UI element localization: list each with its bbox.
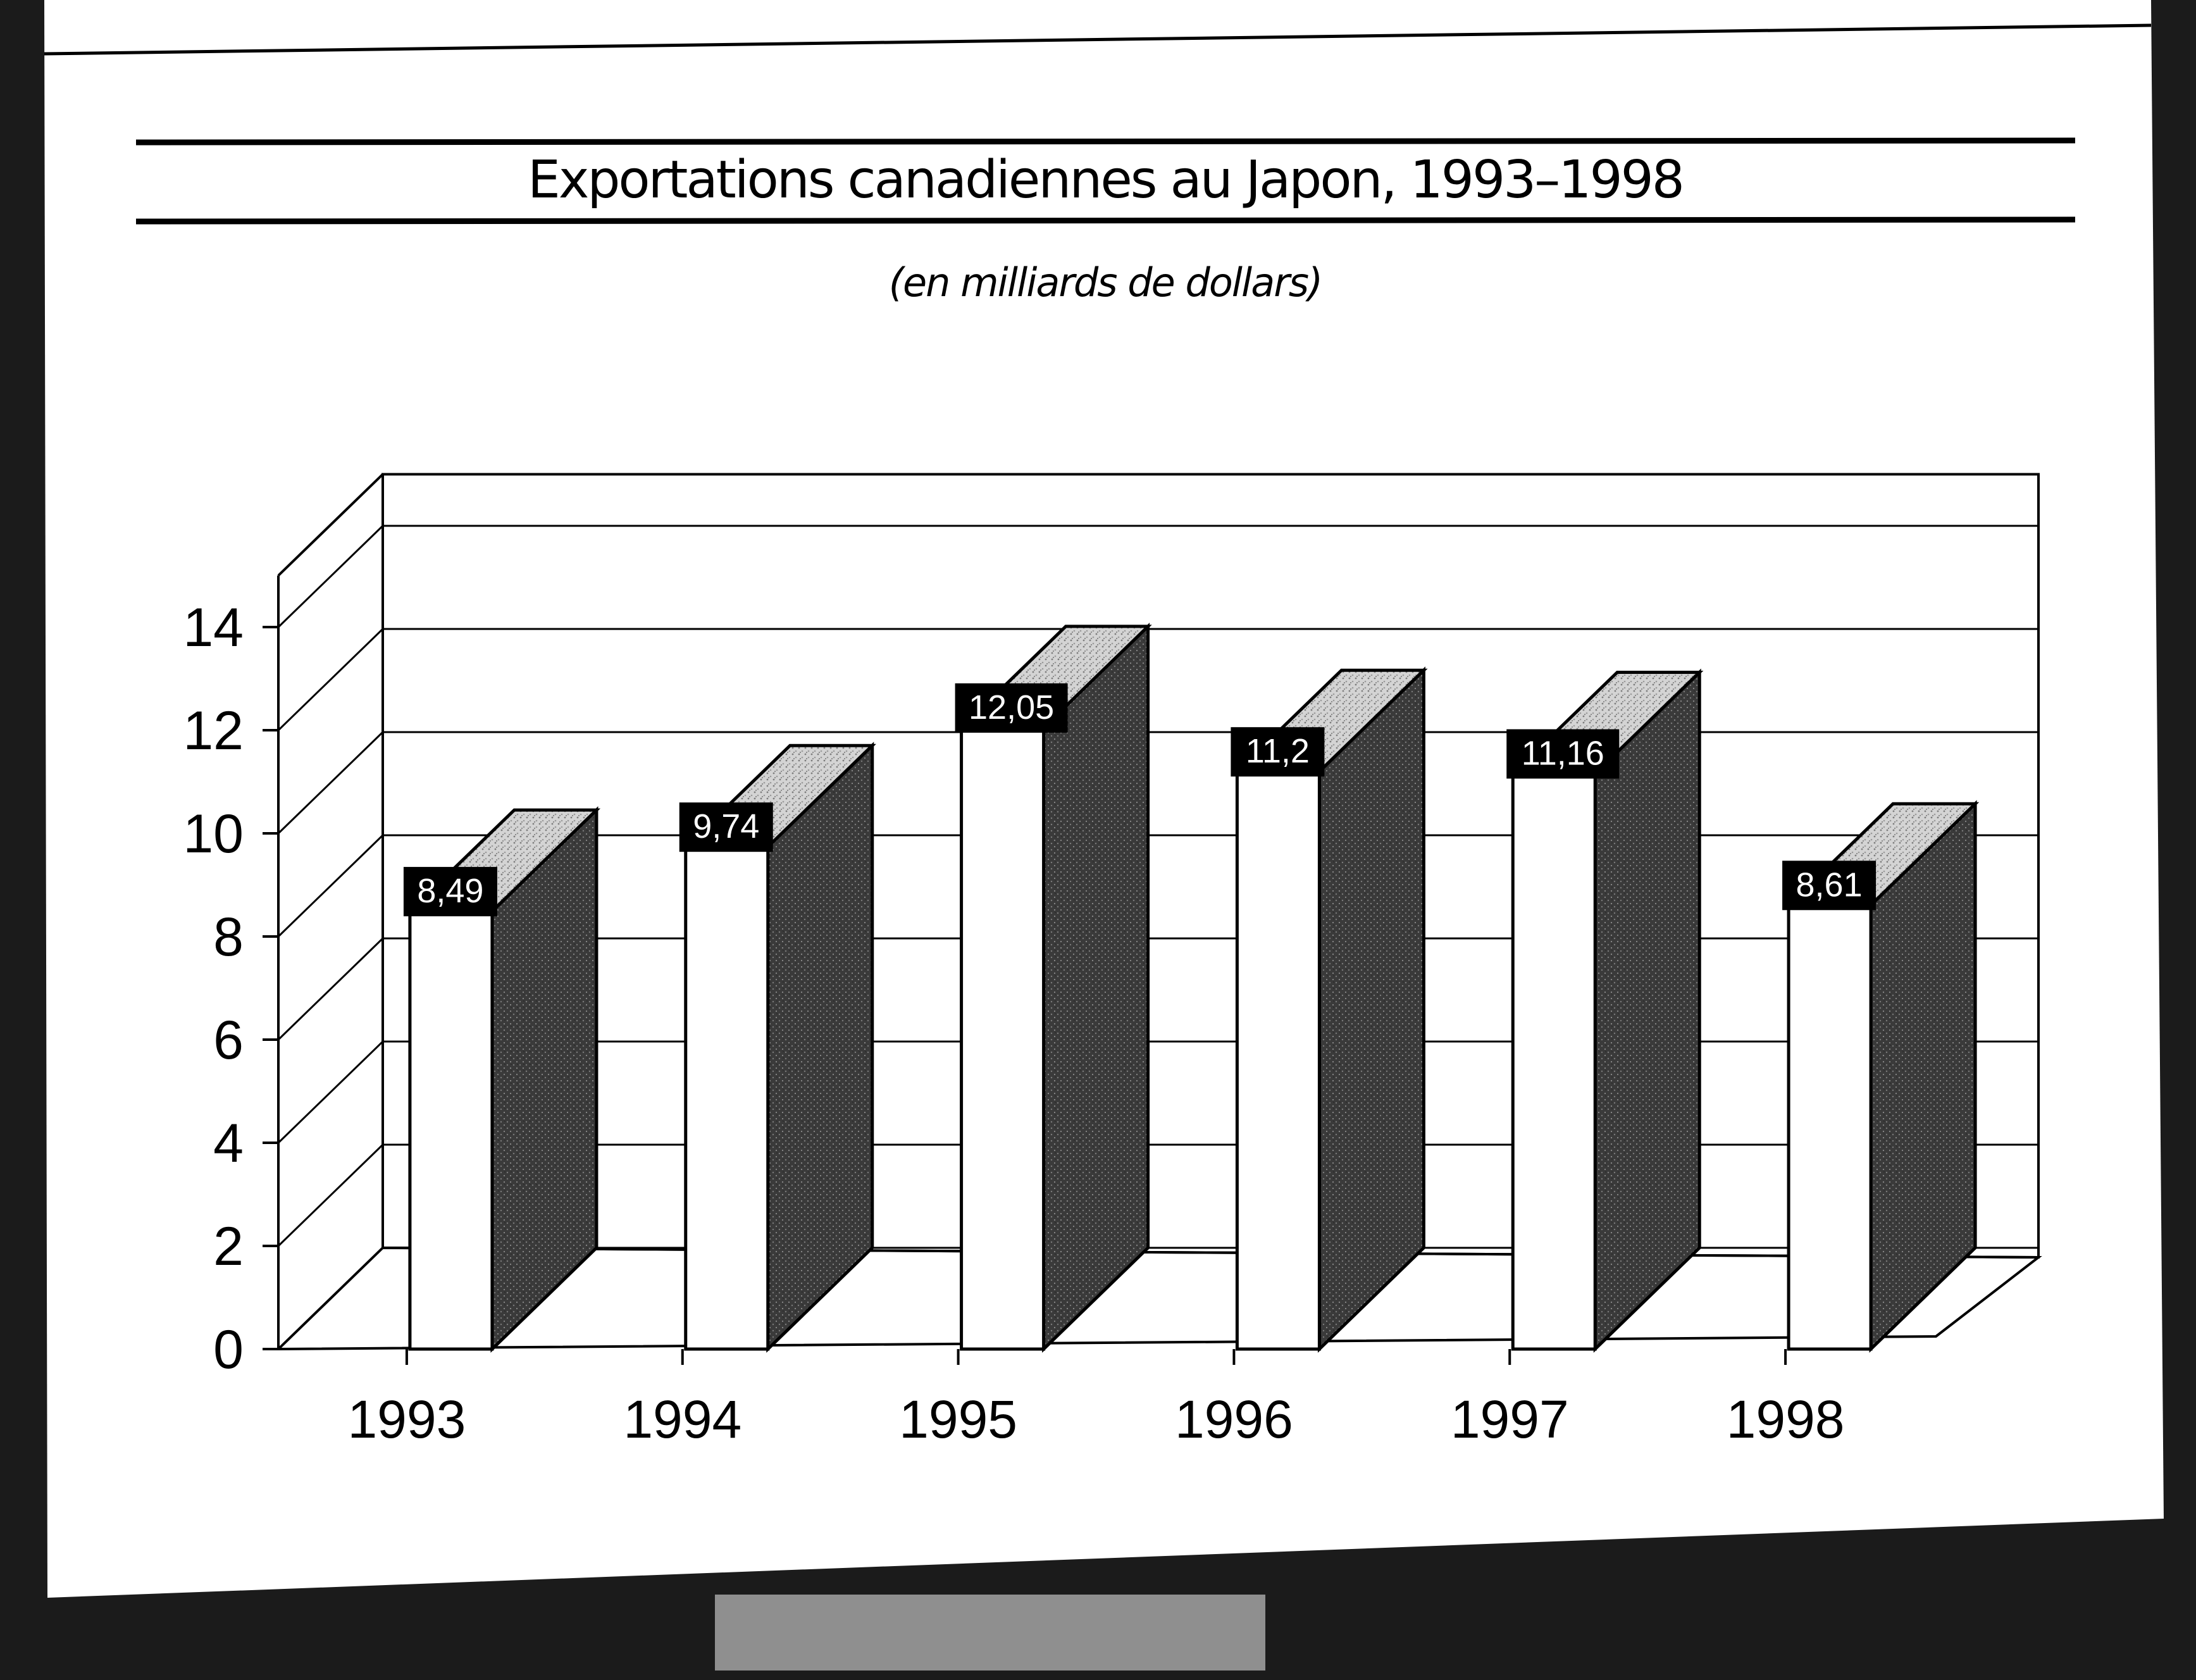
bar: [1235, 769, 1321, 1351]
y-tick-label: 10: [183, 804, 244, 864]
value-label-box: [955, 683, 1068, 733]
bar: [684, 845, 770, 1351]
value-label-box: [403, 867, 497, 917]
bar-side: [766, 742, 874, 1353]
value-label: 11,16: [1522, 734, 1604, 772]
value-label: 8,61: [1796, 866, 1863, 904]
value-label-box: [1782, 861, 1877, 911]
gridline-side: [277, 1040, 384, 1144]
gridline-side: [277, 834, 384, 938]
y-tick-label: 14: [183, 597, 244, 658]
value-label: 8,49: [417, 872, 483, 910]
gridline-side: [277, 937, 384, 1041]
gridline-side: [277, 525, 384, 628]
y-tick-label: 12: [183, 700, 244, 761]
gridline-side: [277, 1143, 384, 1247]
y-tick-label: 8: [213, 907, 244, 968]
title-rule-bottom: [135, 216, 2076, 225]
value-label: 9,74: [693, 807, 759, 845]
x-tick-label: 1998: [1727, 1390, 1845, 1449]
value-label: 12,05: [969, 688, 1054, 726]
chart-title: Exportations canadiennes au Japon, 1993–…: [528, 150, 1683, 210]
bar: [408, 909, 494, 1351]
bar: [1511, 771, 1597, 1351]
x-tick-label: 1997: [1451, 1390, 1569, 1449]
value-label-box: [1506, 729, 1620, 779]
y-tick-label: 4: [213, 1113, 244, 1174]
bar: [960, 726, 1046, 1351]
chart-subtitle: (en milliards de dollars): [889, 259, 1322, 306]
bar-side: [1042, 623, 1150, 1353]
title-rule-top: [135, 137, 2076, 146]
gridline-side: [277, 731, 384, 835]
x-tick-label: 1994: [623, 1390, 741, 1449]
value-label: 11,2: [1246, 732, 1310, 770]
plot-area: 0 2 4 6 8 10 12 14 8,49 1993 9,74 1994 12,05 1995 11,2…: [183, 473, 2042, 1449]
x-tick-label: 1996: [1175, 1390, 1293, 1449]
scanner-strip: [715, 1595, 1265, 1671]
gridline-side: [277, 1247, 384, 1350]
bar: [1787, 903, 1873, 1351]
value-label-box: [679, 802, 773, 852]
bar-side: [1317, 666, 1425, 1353]
page-top-rule: [44, 23, 2152, 56]
y-tick-label: 6: [213, 1010, 244, 1071]
gridline-side: [277, 628, 384, 731]
value-label-box: [1231, 727, 1325, 777]
side-wall-top-edge: [277, 473, 384, 576]
y-tick-label: 2: [213, 1216, 244, 1277]
x-tick-label: 1993: [347, 1390, 466, 1449]
y-tick-label: 0: [213, 1319, 244, 1380]
x-tick-label: 1995: [899, 1390, 1017, 1449]
